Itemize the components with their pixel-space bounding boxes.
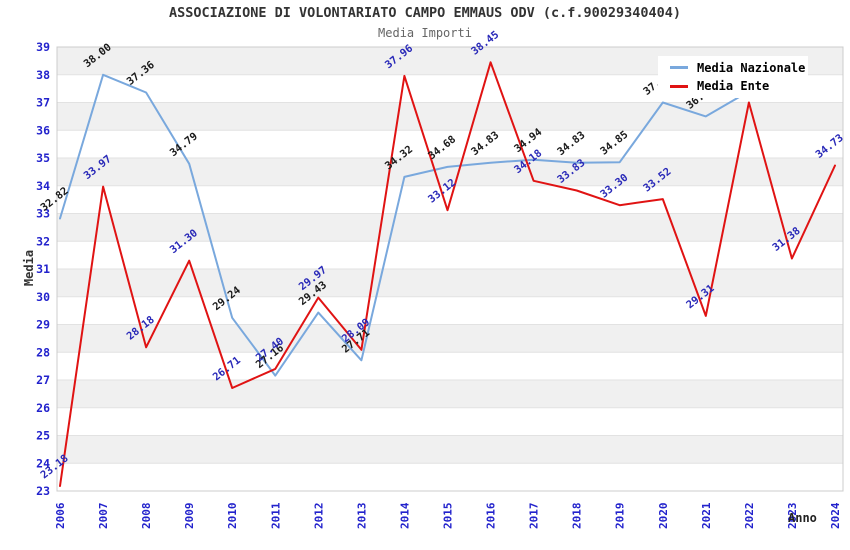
y-tick-label: 36 (36, 123, 50, 137)
legend-item-media-nazionale: Media Nazionale (670, 61, 808, 75)
x-tick-label: 2022 (743, 503, 756, 530)
x-axis-title: Anno (788, 511, 817, 525)
y-tick-label: 23 (36, 484, 50, 498)
legend: Media Nazionale Media Ente (658, 56, 808, 98)
y-axis-title: Media (22, 249, 36, 287)
x-tick-label: 2014 (398, 502, 411, 529)
y-tick-label: 26 (36, 401, 50, 415)
x-tick-label: 2021 (700, 502, 713, 529)
plot-band (57, 380, 843, 408)
legend-item-media-ente: Media Ente (670, 79, 808, 93)
plot-band (57, 435, 843, 464)
legend-line-swatch-nazionale-icon (670, 66, 688, 70)
y-tick-label: 31 (36, 262, 50, 276)
legend-line-swatch-ente-icon (670, 84, 688, 88)
series-line-media-ente (59, 61, 836, 487)
x-tick-label: 2011 (269, 502, 282, 529)
y-tick-label: 27 (36, 373, 50, 387)
chart-title: ASSOCIAZIONE DI VOLONTARIATO CAMPO EMMAU… (168, 5, 682, 21)
x-tick-label: 2020 (657, 503, 670, 530)
x-tick-label: 2024 (829, 502, 842, 529)
x-tick-label: 2006 (54, 502, 67, 529)
y-tick-label: 37 (36, 96, 50, 110)
y-tick-label: 28 (36, 345, 50, 359)
x-tick-label: 2012 (312, 503, 325, 530)
plot-band (57, 102, 843, 131)
chart-subtitle: Media Importi (378, 26, 472, 40)
plot-band (57, 213, 843, 242)
plot-band (57, 269, 843, 297)
data-label-media-nazionale: 34.83 (469, 129, 501, 158)
legend-label-nazionale: Media Nazionale (697, 60, 806, 75)
y-tick-label: 32 (36, 234, 50, 248)
y-tick-label: 29 (36, 318, 50, 332)
y-tick-label: 30 (36, 290, 50, 304)
x-tick-label: 2018 (571, 503, 584, 530)
x-tick-label: 2023 (786, 503, 799, 530)
data-label-media-ente: 26.71 (211, 354, 243, 383)
legend-label-ente: Media Ente (697, 79, 770, 94)
y-tick-label: 38 (36, 68, 50, 82)
x-tick-label: 2013 (355, 503, 368, 530)
y-tick-label: 25 (36, 429, 50, 443)
y-tick-label: 24 (36, 456, 50, 470)
data-label-media-nazionale: 34.83 (555, 129, 587, 158)
y-tick-label: 35 (36, 151, 50, 165)
data-label-media-ente: 34.73 (813, 132, 845, 161)
x-tick-label: 2016 (485, 502, 498, 529)
x-tick-label: 2009 (183, 503, 196, 530)
x-tick-label: 2017 (528, 503, 541, 530)
y-tick-label: 39 (36, 40, 50, 54)
series-line-media-nazionale (59, 73, 750, 377)
plot-band (57, 324, 843, 353)
x-tick-label: 2019 (614, 503, 627, 530)
x-tick-label: 2010 (226, 503, 239, 530)
x-tick-label: 2007 (97, 503, 110, 530)
y-tick-label: 34 (36, 179, 50, 193)
x-tick-label: 2008 (140, 503, 153, 530)
x-tick-label: 2015 (442, 503, 455, 530)
plot-border (56, 46, 844, 492)
y-tick-label: 33 (36, 207, 50, 221)
